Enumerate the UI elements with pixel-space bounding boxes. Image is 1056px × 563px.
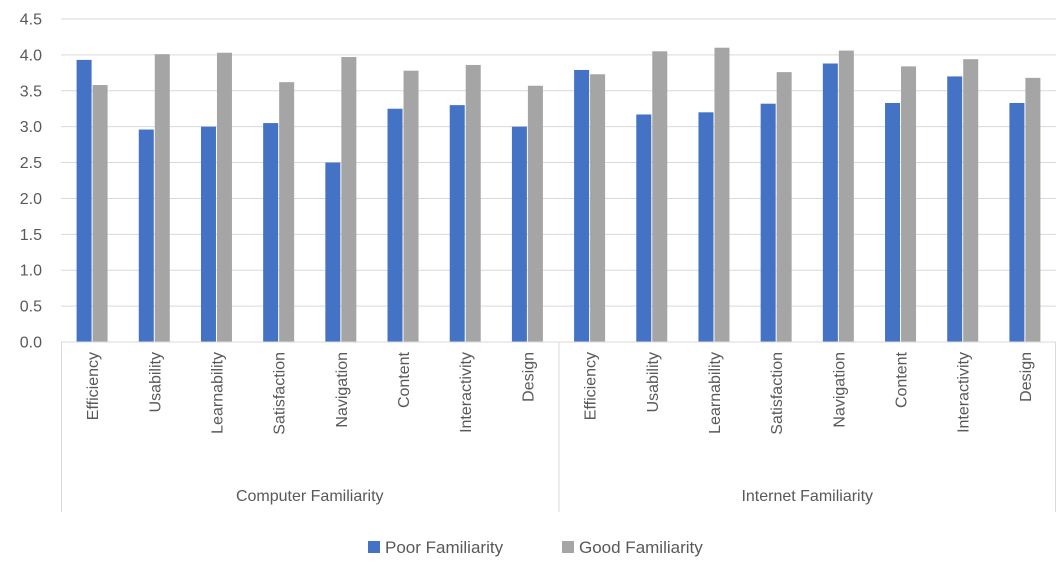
bar-poor-familiarity xyxy=(263,123,279,342)
x-category-label: Learnability xyxy=(209,352,226,434)
y-tick-label: 2.0 xyxy=(20,191,42,208)
bar-good-familiarity xyxy=(652,51,668,343)
x-category-label: Design xyxy=(1018,352,1035,402)
x-category-label: Efficiency xyxy=(583,352,600,420)
y-tick-label: 0.0 xyxy=(20,335,42,352)
bar-poor-familiarity xyxy=(760,103,776,342)
y-tick-label: 2.5 xyxy=(20,155,42,172)
bar-poor-familiarity xyxy=(387,108,403,342)
bars xyxy=(76,47,1041,343)
bar-poor-familiarity xyxy=(511,126,527,343)
bar-good-familiarity xyxy=(341,57,357,342)
x-category-label: Content xyxy=(894,351,911,408)
bar-poor-familiarity xyxy=(574,69,590,342)
x-category-label: Content xyxy=(396,351,413,408)
x-category-label: Satisfaction xyxy=(272,352,289,435)
bar-good-familiarity xyxy=(216,52,232,342)
bar-good-familiarity xyxy=(776,72,792,343)
bar-poor-familiarity xyxy=(138,129,154,342)
legend: Poor Familiarity Good Familiarity xyxy=(368,538,703,557)
x-group-label: Internet Familiarity xyxy=(741,488,873,505)
y-tick-label: 4.5 xyxy=(20,12,42,29)
bar-poor-familiarity xyxy=(698,112,714,342)
bar-good-familiarity xyxy=(92,85,108,342)
legend-swatch xyxy=(368,541,380,553)
bar-good-familiarity xyxy=(1025,77,1041,342)
bar-good-familiarity xyxy=(590,74,606,342)
y-tick-label: 1.0 xyxy=(20,263,42,280)
bar-poor-familiarity xyxy=(76,59,92,343)
y-tick-label: 4.0 xyxy=(20,47,42,64)
legend-label: Poor Familiarity xyxy=(385,538,504,557)
x-category-label: Usability xyxy=(147,352,164,412)
bar-poor-familiarity xyxy=(1009,102,1025,342)
x-category-label: Usability xyxy=(645,352,662,412)
y-axis-tick-labels: 0.0 0.5 1.0 1.5 2.0 2.5 3.0 3.5 4.0 4.5 xyxy=(20,12,42,352)
x-category-label: Efficiency xyxy=(85,352,102,420)
bar-poor-familiarity xyxy=(822,63,838,342)
bar-poor-familiarity xyxy=(449,105,465,342)
x-axis-category-labels: Efficiency Usability Learnability Satisfact… xyxy=(85,351,1035,434)
legend-label: Good Familiarity xyxy=(579,538,703,557)
bar-poor-familiarity xyxy=(636,114,652,342)
bar-poor-familiarity xyxy=(947,76,963,342)
x-category-label: Design xyxy=(520,352,537,402)
bar-poor-familiarity xyxy=(885,102,901,342)
bar-good-familiarity xyxy=(714,47,730,342)
bar-good-familiarity xyxy=(403,70,419,343)
legend-swatch xyxy=(562,541,574,553)
bar-good-familiarity xyxy=(963,59,979,342)
bar-good-familiarity xyxy=(838,50,854,343)
x-category-label: Interactivity xyxy=(956,352,973,433)
y-tick-label: 3.0 xyxy=(20,119,42,136)
y-tick-label: 1.5 xyxy=(20,227,42,244)
bar-good-familiarity xyxy=(154,54,170,342)
y-tick-label: 0.5 xyxy=(20,299,42,316)
bar-poor-familiarity xyxy=(325,162,341,342)
x-category-label: Navigation xyxy=(831,352,848,428)
x-category-label: Navigation xyxy=(334,352,351,428)
y-tick-label: 3.5 xyxy=(20,83,42,100)
bar-poor-familiarity xyxy=(200,126,216,343)
x-axis-group-labels: Computer Familiarity Internet Familiarity xyxy=(236,488,873,505)
x-category-label: Interactivity xyxy=(458,352,475,433)
x-category-label: Learnability xyxy=(707,352,724,434)
bar-good-familiarity xyxy=(901,66,917,342)
bar-good-familiarity xyxy=(279,82,295,343)
bar-good-familiarity xyxy=(527,85,543,343)
x-category-label: Satisfaction xyxy=(769,352,786,435)
bar-good-familiarity xyxy=(465,64,481,342)
x-group-label: Computer Familiarity xyxy=(236,488,384,505)
